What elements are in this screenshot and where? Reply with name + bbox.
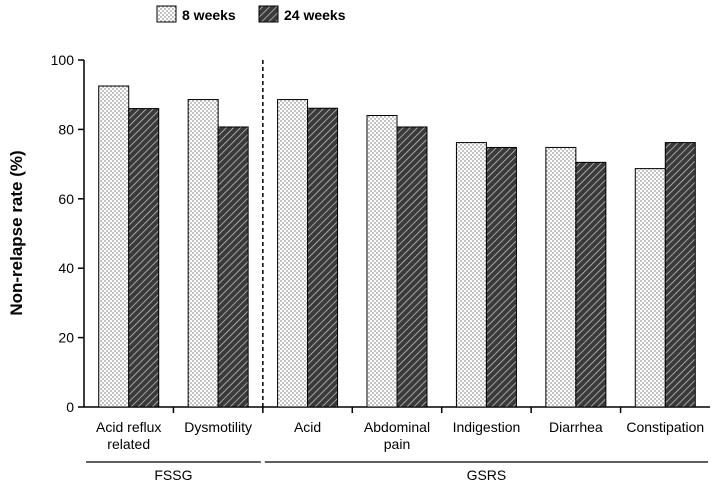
bar-8-weeks-6 (634, 168, 666, 408)
y-tick-label: 40 (58, 260, 74, 276)
bar-8-weeks-3 (366, 115, 398, 408)
x-category-label: Diarrhea (549, 419, 603, 435)
group-label-gsrs: GSRS (467, 467, 507, 483)
legend: 8 weeks 24 weeks (156, 5, 346, 23)
x-category-label: Constipation (626, 419, 704, 435)
y-axis-label: Non-relapse rate (%) (7, 150, 26, 315)
bar-8-weeks-4 (455, 142, 487, 408)
category-groups: FSSG GSRS (86, 461, 708, 483)
x-category-label: Abdominal pain (364, 419, 430, 452)
x-category-label: Dysmotility (184, 419, 252, 435)
bar-24-weeks-3 (396, 126, 428, 408)
legend-swatch-24-weeks (258, 5, 279, 23)
bar-8-weeks-2 (277, 99, 309, 408)
legend-swatch-8-weeks (156, 5, 177, 23)
y-tick-label: 80 (58, 121, 74, 137)
y-tick-label: 20 (58, 330, 74, 346)
x-category-labels: Acid reflux related Dysmotility Acid Abdomin… (96, 419, 704, 452)
bars (98, 85, 696, 408)
bar-24-weeks-6 (664, 142, 696, 408)
bar-8-weeks-5 (545, 146, 577, 408)
legend-label-24-weeks: 24 weeks (284, 7, 346, 23)
legend-label-8-weeks: 8 weeks (182, 7, 236, 23)
bar-8-weeks-1 (187, 99, 219, 408)
bar-24-weeks-5 (575, 161, 607, 408)
bar-8-weeks-0 (98, 85, 130, 408)
y-tick-label: 60 (58, 191, 74, 207)
x-category-label: Acid (294, 419, 321, 435)
bar-24-weeks-1 (217, 126, 249, 408)
bar-24-weeks-2 (307, 107, 339, 408)
y-tick-label: 0 (66, 399, 74, 415)
x-category-label: Indigestion (453, 419, 521, 435)
x-category-label: Acid reflux related (96, 419, 161, 452)
bar-24-weeks-0 (128, 108, 160, 408)
bar-24-weeks-4 (485, 146, 517, 408)
y-tick-label: 100 (51, 52, 75, 68)
group-label-fssg: FSSG (154, 467, 192, 483)
